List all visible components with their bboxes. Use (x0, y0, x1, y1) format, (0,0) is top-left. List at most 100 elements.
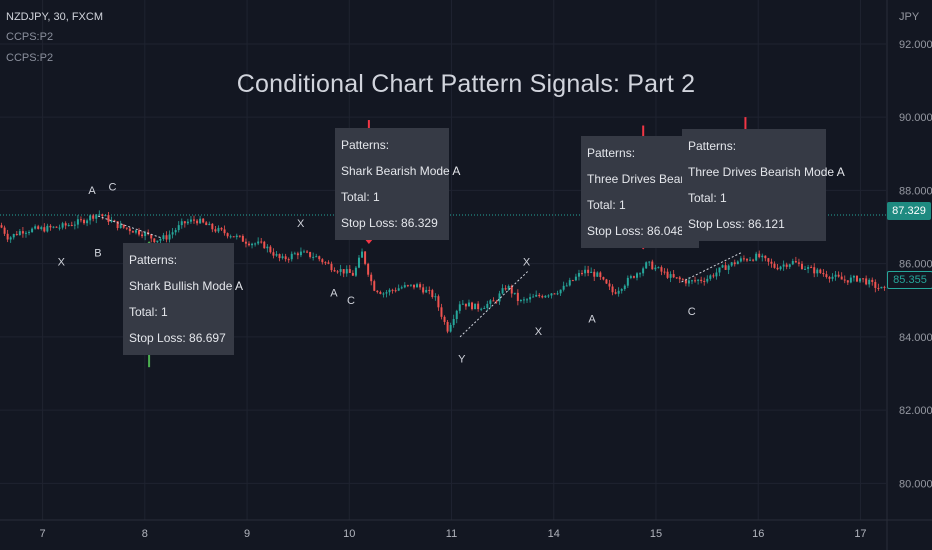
last-price-tag: 87.329 (887, 202, 931, 220)
pattern-point-label: A (88, 185, 96, 197)
candle-body (828, 277, 831, 279)
candle-body (318, 256, 321, 260)
candle-body (822, 272, 825, 275)
pattern-point-label: C (108, 181, 116, 193)
candle-body (501, 288, 504, 294)
candle-body (526, 299, 529, 301)
candle-body (489, 300, 492, 304)
candle-body (559, 289, 562, 294)
candle-body (843, 279, 846, 281)
candle-body (208, 223, 211, 226)
candle-body (590, 271, 593, 273)
candle-body (385, 292, 388, 294)
candle-body (834, 274, 837, 277)
candle-body (837, 274, 840, 277)
study-legend-2[interactable]: CCPS:P2 (6, 52, 54, 64)
candle-body (134, 230, 137, 233)
candle-body (168, 234, 171, 240)
study-legend-1[interactable]: CCPS:P2 (6, 31, 54, 43)
candle-body (104, 215, 107, 217)
candle-body (733, 262, 736, 265)
candle-body (299, 251, 302, 256)
chart-title: Conditional Chart Pattern Signals: Part … (236, 70, 696, 98)
tooltip-line: Total: 1 (129, 305, 168, 319)
candle-body (602, 277, 605, 280)
tooltip-line: Stop Loss: 86.048 (587, 224, 684, 238)
candle-body (855, 275, 858, 282)
candle-body (0, 225, 3, 228)
candle-body (642, 268, 645, 274)
pattern-point-label: X (523, 256, 531, 268)
candle-body (840, 276, 843, 280)
tooltip-line: Patterns: (341, 138, 390, 152)
candle-body (183, 221, 186, 224)
tooltip-line: Shark Bearish Mode A (341, 164, 461, 178)
candle-body (510, 285, 513, 294)
candle-body (119, 224, 122, 229)
candle-body (745, 259, 748, 261)
candle-body (446, 321, 449, 332)
x-tick-label: 8 (142, 528, 148, 540)
candle-body (782, 264, 785, 267)
symbol-legend[interactable]: NZDJPY, 30, FXCM (6, 11, 103, 23)
y-tick-label: 92.000 (899, 39, 932, 51)
candle-body (639, 273, 642, 275)
candle-body (620, 289, 623, 291)
candle-body (666, 271, 669, 278)
candle-body (58, 227, 61, 229)
candle-body (660, 267, 663, 272)
candle-body (64, 223, 67, 226)
candle-body (764, 255, 767, 259)
candle-body (632, 276, 635, 278)
candle-body (742, 258, 745, 260)
candle-body (122, 224, 125, 228)
candle-body (455, 310, 458, 320)
candle-body (681, 279, 684, 281)
candle-body (367, 263, 370, 275)
candle-body (825, 274, 828, 278)
candle-body (278, 254, 281, 259)
candle-body (495, 301, 498, 303)
candle-body (83, 219, 86, 224)
candle-body (49, 225, 52, 228)
candle-body (156, 240, 159, 243)
candle-body (238, 235, 241, 237)
candle-body (532, 296, 535, 298)
candle-body (324, 262, 327, 264)
candle-body (336, 271, 339, 273)
candle-body (596, 272, 599, 277)
candle-body (290, 253, 293, 260)
candle-body (128, 228, 131, 232)
pattern-leg-line (681, 252, 742, 283)
candle-body (767, 258, 770, 262)
tooltip-line: Patterns: (129, 253, 178, 267)
x-tick-label: 7 (40, 528, 46, 540)
candle-body (376, 290, 379, 293)
candle-body (406, 285, 409, 287)
candle-body (852, 275, 855, 278)
candle-body (797, 262, 800, 264)
candle-body (645, 262, 648, 269)
candle-body (663, 271, 666, 273)
candle-body (770, 261, 773, 264)
candle-body (370, 274, 373, 282)
candle-body (302, 251, 305, 253)
candle-body (76, 219, 79, 225)
candle-body (3, 227, 6, 234)
candle-body (287, 259, 290, 261)
candle-body (138, 230, 141, 235)
candle-body (180, 221, 183, 226)
candle-body (28, 232, 31, 234)
tooltip-line: Total: 1 (341, 190, 380, 204)
y-tick-label: 86.000 (899, 259, 932, 271)
candle-body (654, 267, 657, 270)
candle-body (113, 220, 116, 222)
current-price-tag: 85.355 (887, 271, 932, 289)
candle-body (724, 265, 727, 270)
candle-body (70, 225, 73, 227)
candle-body (95, 214, 98, 219)
candle-body (556, 293, 559, 295)
candle-body (871, 279, 874, 282)
candle-body (819, 269, 822, 273)
candle-body (330, 263, 333, 271)
